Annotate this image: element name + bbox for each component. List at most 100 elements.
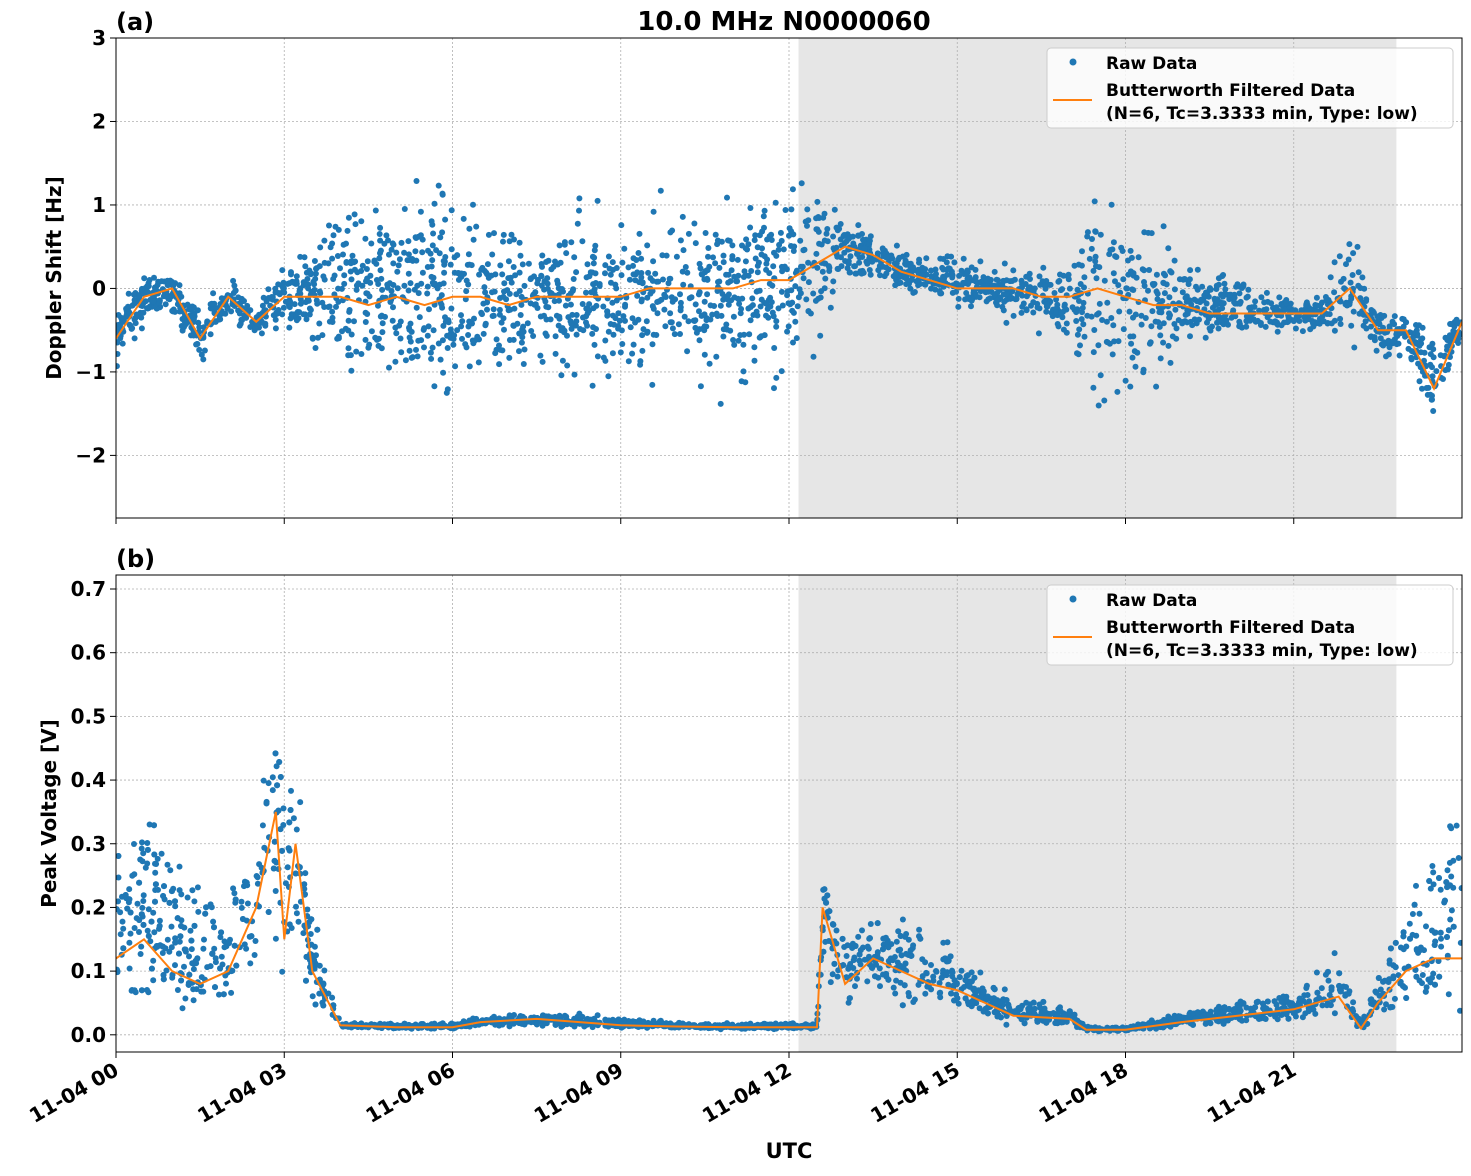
raw-data-point bbox=[1024, 307, 1030, 313]
raw-data-point bbox=[377, 225, 383, 231]
raw-data-point bbox=[414, 305, 420, 311]
raw-data-point bbox=[195, 884, 201, 890]
raw-data-point bbox=[835, 974, 841, 980]
raw-data-point bbox=[1208, 328, 1214, 334]
raw-data-point bbox=[1186, 281, 1192, 287]
raw-data-point bbox=[1085, 229, 1091, 235]
raw-data-point bbox=[126, 291, 132, 297]
raw-data-point bbox=[312, 258, 318, 264]
raw-data-point bbox=[1073, 309, 1079, 315]
raw-data-point bbox=[877, 272, 883, 278]
raw-data-point bbox=[759, 229, 765, 235]
raw-data-point bbox=[519, 334, 525, 340]
raw-data-point bbox=[1172, 286, 1178, 292]
raw-data-point bbox=[738, 310, 744, 316]
raw-data-point bbox=[859, 254, 865, 260]
raw-data-point bbox=[1062, 302, 1068, 308]
raw-data-point bbox=[325, 260, 331, 266]
raw-data-point bbox=[508, 275, 514, 281]
raw-data-point bbox=[1326, 978, 1332, 984]
raw-data-point bbox=[191, 966, 197, 972]
raw-data-point bbox=[791, 310, 797, 316]
raw-data-point bbox=[1332, 318, 1338, 324]
raw-data-point bbox=[1314, 295, 1320, 301]
raw-data-point bbox=[801, 275, 807, 281]
raw-data-point bbox=[735, 296, 741, 302]
raw-data-point bbox=[557, 316, 563, 322]
raw-data-point bbox=[120, 341, 126, 347]
raw-data-point bbox=[459, 318, 465, 324]
raw-data-point bbox=[574, 332, 580, 338]
raw-data-point bbox=[350, 253, 356, 259]
raw-data-point bbox=[1348, 323, 1354, 329]
raw-data-point bbox=[884, 255, 890, 261]
raw-data-point bbox=[556, 298, 562, 304]
raw-data-point bbox=[145, 928, 151, 934]
raw-data-point bbox=[482, 322, 488, 328]
raw-data-point bbox=[412, 248, 418, 254]
raw-data-point bbox=[1429, 928, 1435, 934]
raw-data-point bbox=[464, 344, 470, 350]
raw-data-point bbox=[296, 919, 302, 925]
raw-data-point bbox=[576, 195, 582, 201]
raw-data-point bbox=[1350, 272, 1356, 278]
raw-data-point bbox=[627, 277, 633, 283]
raw-data-point bbox=[467, 363, 473, 369]
raw-data-point bbox=[1264, 290, 1270, 296]
raw-data-point bbox=[273, 310, 279, 316]
raw-data-point bbox=[619, 260, 625, 266]
raw-data-point bbox=[854, 251, 860, 257]
raw-data-point bbox=[300, 311, 306, 317]
raw-data-point bbox=[144, 288, 150, 294]
raw-data-point bbox=[799, 180, 805, 186]
raw-data-point bbox=[1082, 334, 1088, 340]
y-tick-label: 0.2 bbox=[71, 895, 106, 919]
raw-data-point bbox=[280, 285, 286, 291]
raw-data-point bbox=[317, 244, 323, 250]
raw-data-point bbox=[595, 353, 601, 359]
raw-data-point bbox=[449, 246, 455, 252]
raw-data-point bbox=[641, 326, 647, 332]
raw-data-point bbox=[852, 983, 858, 989]
raw-data-point bbox=[501, 315, 507, 321]
raw-data-point bbox=[1043, 309, 1049, 315]
raw-data-point bbox=[210, 290, 216, 296]
raw-data-point bbox=[703, 230, 709, 236]
raw-data-point bbox=[1283, 300, 1289, 306]
raw-data-point bbox=[547, 290, 553, 296]
raw-data-point bbox=[310, 993, 316, 999]
raw-data-point bbox=[429, 257, 435, 263]
raw-data-point bbox=[669, 319, 675, 325]
y-axis-label: Doppler Shift [Hz] bbox=[42, 176, 66, 380]
raw-data-point bbox=[655, 310, 661, 316]
raw-data-point bbox=[1162, 272, 1168, 278]
raw-data-point bbox=[1388, 945, 1394, 951]
raw-data-point bbox=[239, 899, 245, 905]
raw-data-point bbox=[1037, 282, 1043, 288]
raw-data-point bbox=[177, 864, 183, 870]
raw-data-point bbox=[730, 337, 736, 343]
raw-data-point bbox=[811, 354, 817, 360]
raw-data-point bbox=[1252, 298, 1258, 304]
chart-title: 10.0 MHz N0000060 bbox=[637, 7, 930, 37]
raw-data-point bbox=[773, 318, 779, 324]
raw-data-point bbox=[558, 372, 564, 378]
raw-data-point bbox=[273, 317, 279, 323]
raw-data-point bbox=[279, 969, 285, 975]
raw-data-point bbox=[1151, 282, 1157, 288]
raw-data-point bbox=[1066, 272, 1072, 278]
raw-data-point bbox=[1192, 297, 1198, 303]
x-tick-label: 11-04 09 bbox=[530, 1058, 628, 1128]
raw-data-point bbox=[1432, 939, 1438, 945]
raw-data-point bbox=[1419, 335, 1425, 341]
raw-data-point bbox=[288, 788, 294, 794]
raw-data-point bbox=[445, 345, 451, 351]
y-tick-label: 0.6 bbox=[71, 641, 106, 665]
raw-data-point bbox=[349, 276, 355, 282]
raw-data-point bbox=[291, 815, 297, 821]
raw-data-point bbox=[742, 268, 748, 274]
raw-data-point bbox=[580, 315, 586, 321]
raw-data-point bbox=[667, 276, 673, 282]
raw-data-point bbox=[365, 291, 371, 297]
raw-data-point bbox=[590, 383, 596, 389]
